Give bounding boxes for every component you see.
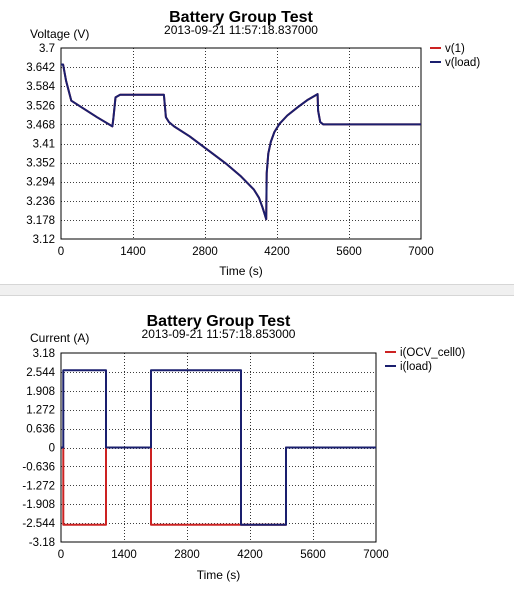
x-axis-label: Time (s) <box>219 264 263 278</box>
legend-label: i(OCV_cell0) <box>400 347 465 359</box>
y-tick-label: 0 <box>49 443 55 455</box>
y-tick-label: -1.272 <box>22 480 55 492</box>
x-tick-label: 1400 <box>120 246 146 258</box>
legend-label: v(load) <box>445 57 480 69</box>
x-tick-label: 5600 <box>336 246 362 258</box>
series-line-1 <box>61 369 376 526</box>
y-tick-label: 3.18 <box>33 348 55 360</box>
x-tick-label: 2800 <box>174 549 200 561</box>
y-tick-label: 3.178 <box>26 215 55 227</box>
y-tick-label: -3.18 <box>29 537 55 549</box>
x-tick-label: 5600 <box>300 549 326 561</box>
y-tick-label: 3.584 <box>26 81 55 93</box>
plot-area <box>60 47 422 240</box>
y-tick-label: 3.468 <box>26 119 55 131</box>
y-tick-label: -1.908 <box>22 499 55 511</box>
x-tick-label: 4200 <box>237 549 263 561</box>
y-tick-label: 3.41 <box>33 139 55 151</box>
y-tick-label: 3.642 <box>26 62 55 74</box>
y-tick-label: 2.544 <box>26 367 55 379</box>
series-line-1 <box>61 63 421 221</box>
chart-title: Battery Group Test <box>169 9 313 26</box>
x-tick-label: 2800 <box>192 246 218 258</box>
x-tick-label: 0 <box>58 549 64 561</box>
y-tick-label: 3.236 <box>26 196 55 208</box>
x-tick-label: 0 <box>58 246 64 258</box>
chart-subtitle: 2013-09-21 11:57:18.853000 <box>142 327 296 341</box>
legend-label: i(load) <box>400 361 432 373</box>
y-tick-label: 3.526 <box>26 100 55 112</box>
y-axis-label: Voltage (V) <box>30 27 89 41</box>
panel-divider <box>0 284 514 296</box>
y-tick-label: 0.636 <box>26 424 55 436</box>
y-tick-label: 3.294 <box>26 177 55 189</box>
y-tick-label: 3.352 <box>26 158 55 170</box>
x-axis-label: Time (s) <box>197 568 241 582</box>
chart-subtitle: 2013-09-21 11:57:18.837000 <box>164 23 318 37</box>
x-tick-label: 1400 <box>111 549 137 561</box>
y-tick-label: 1.272 <box>26 405 55 417</box>
x-tick-label: 4200 <box>264 246 290 258</box>
y-axis-label: Current (A) <box>30 331 89 345</box>
chart-title: Battery Group Test <box>147 313 291 330</box>
y-tick-label: 3.7 <box>39 43 55 55</box>
y-tick-label: -2.544 <box>22 518 55 530</box>
current-chart-panel: Battery Group Test 2013-09-21 11:57:18.85… <box>0 296 514 590</box>
x-tick-label: 7000 <box>363 549 389 561</box>
voltage-chart-panel: Battery Group Test 2013-09-21 11:57:18.83… <box>0 0 514 284</box>
y-tick-label: -0.636 <box>22 461 55 473</box>
y-tick-label: 3.12 <box>33 234 55 246</box>
x-tick-label: 7000 <box>408 246 434 258</box>
y-tick-label: 1.908 <box>26 386 55 398</box>
legend-label: v(1) <box>445 43 465 55</box>
